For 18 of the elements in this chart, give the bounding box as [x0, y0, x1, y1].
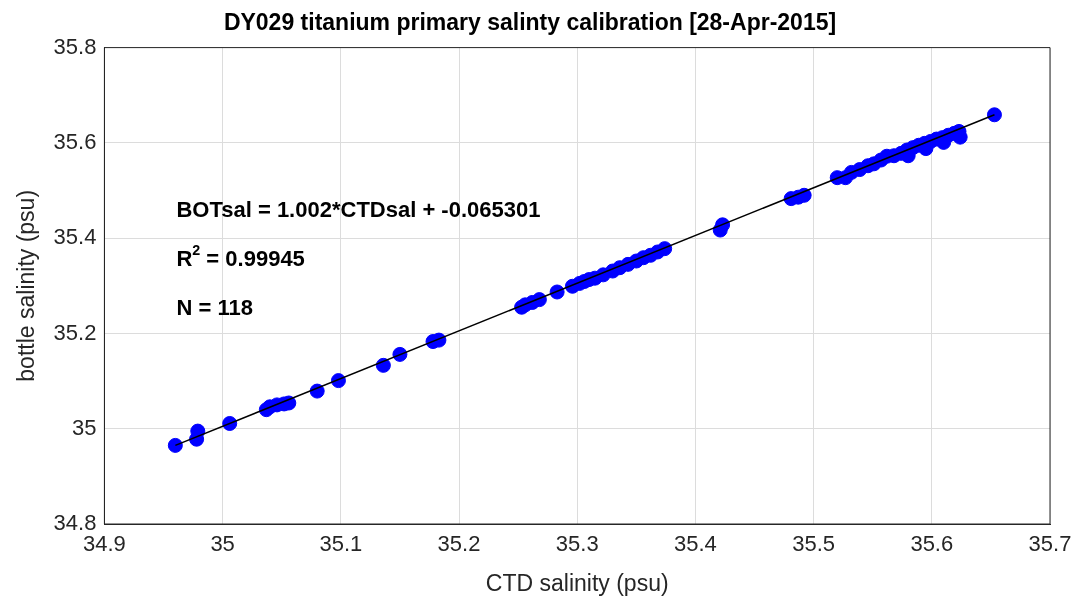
annotation: BOTsal = 1.002*CTDsal + -0.065301: [176, 196, 541, 222]
x-axis-title: CTD salinity (psu): [485, 569, 669, 596]
x-tick-label: 35: [210, 531, 235, 557]
chart-title: DY029 titanium primary salinty calibration [28-Apr-2015]: [223, 9, 837, 36]
x-tick-label: 35.3: [555, 531, 599, 557]
y-tick-label: 35.4: [53, 224, 97, 250]
y-tick-label: 35: [71, 414, 97, 440]
y-tick-label: 35.6: [53, 128, 97, 154]
annotation: N = 118: [176, 294, 253, 320]
y-tick-label: 35.8: [53, 33, 97, 59]
y-tick-label: 35.2: [53, 319, 97, 345]
y-axis-title: bottle salinity (psu): [13, 189, 40, 382]
x-tick-label: 35.2: [437, 531, 481, 557]
x-tick-label: 35.7: [1028, 531, 1072, 557]
x-tick-label: 35.1: [319, 531, 363, 557]
x-tick-label: 35.4: [673, 531, 717, 557]
x-tick-label: 35.5: [792, 531, 836, 557]
x-tick-label: 35.6: [910, 531, 954, 557]
